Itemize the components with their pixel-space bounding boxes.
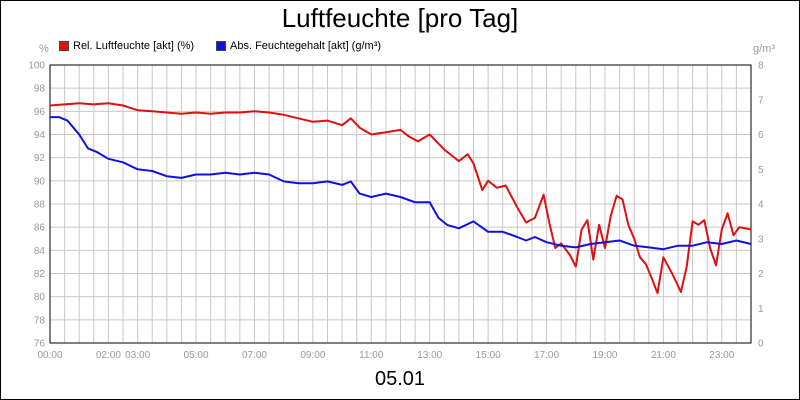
left-tick-label: 82 <box>34 269 46 280</box>
left-axis-unit: % <box>39 43 49 55</box>
right-tick-label: 5 <box>758 165 764 176</box>
right-tick-label: 4 <box>758 200 764 211</box>
x-tick-label: 05:00 <box>184 350 209 361</box>
left-tick-label: 100 <box>28 61 45 72</box>
left-tick-label: 84 <box>34 246 46 257</box>
x-tick-label: 17:00 <box>534 350 559 361</box>
right-tick-label: 7 <box>758 95 764 106</box>
left-tick-label: 76 <box>34 339 46 350</box>
right-tick-label: 6 <box>758 130 764 141</box>
left-tick-label: 98 <box>34 84 46 95</box>
left-tick-label: 80 <box>34 292 46 303</box>
x-tick-label: 11:00 <box>359 350 384 361</box>
right-tick-label: 3 <box>758 234 764 245</box>
x-tick-label: 00:00 <box>37 350 62 361</box>
right-tick-label: 0 <box>758 339 764 350</box>
x-tick-label: 21:00 <box>651 350 676 361</box>
x-tick-label: 09:00 <box>300 350 325 361</box>
legend-item-rel-humidity: Rel. Luftfeuchte [akt] (%) <box>59 40 194 52</box>
left-tick-label: 88 <box>34 200 46 211</box>
right-tick-label: 1 <box>758 304 764 315</box>
left-tick-label: 86 <box>34 223 46 234</box>
left-tick-label: 90 <box>34 176 46 187</box>
left-tick-label: 78 <box>34 315 46 326</box>
x-tick-label: 13:00 <box>417 350 442 361</box>
legend-label: Abs. Feuchtegehalt [akt] (g/m³) <box>230 40 382 52</box>
x-tick-label: 15:00 <box>476 350 501 361</box>
right-tick-label: 8 <box>758 61 764 72</box>
x-tick-label: 19:00 <box>592 350 617 361</box>
right-tick-label: 2 <box>758 269 764 280</box>
left-tick-label: 96 <box>34 107 46 118</box>
legend-item-abs-humidity: Abs. Feuchtegehalt [akt] (g/m³) <box>216 40 381 52</box>
legend-swatch-blue <box>216 41 226 51</box>
legend-swatch-red <box>59 41 69 51</box>
right-axis-unit: g/m³ <box>753 43 775 55</box>
plot-border <box>49 64 752 344</box>
x-tick-label: 07:00 <box>242 350 267 361</box>
chart-title: Luftfeuchte [pro Tag] <box>281 3 519 33</box>
x-tick-label: 03:00 <box>125 350 150 361</box>
left-tick-label: 94 <box>34 130 46 141</box>
x-tick-label: 23:00 <box>709 350 734 361</box>
date-label: 05.01 <box>374 368 426 390</box>
legend-label: Rel. Luftfeuchte [akt] (%) <box>73 40 195 52</box>
series-line-rel-humidity <box>49 102 752 295</box>
x-tick-label: 02:00 <box>96 350 121 361</box>
series-line-abs-humidity <box>50 116 752 251</box>
left-tick-label: 92 <box>34 153 46 164</box>
